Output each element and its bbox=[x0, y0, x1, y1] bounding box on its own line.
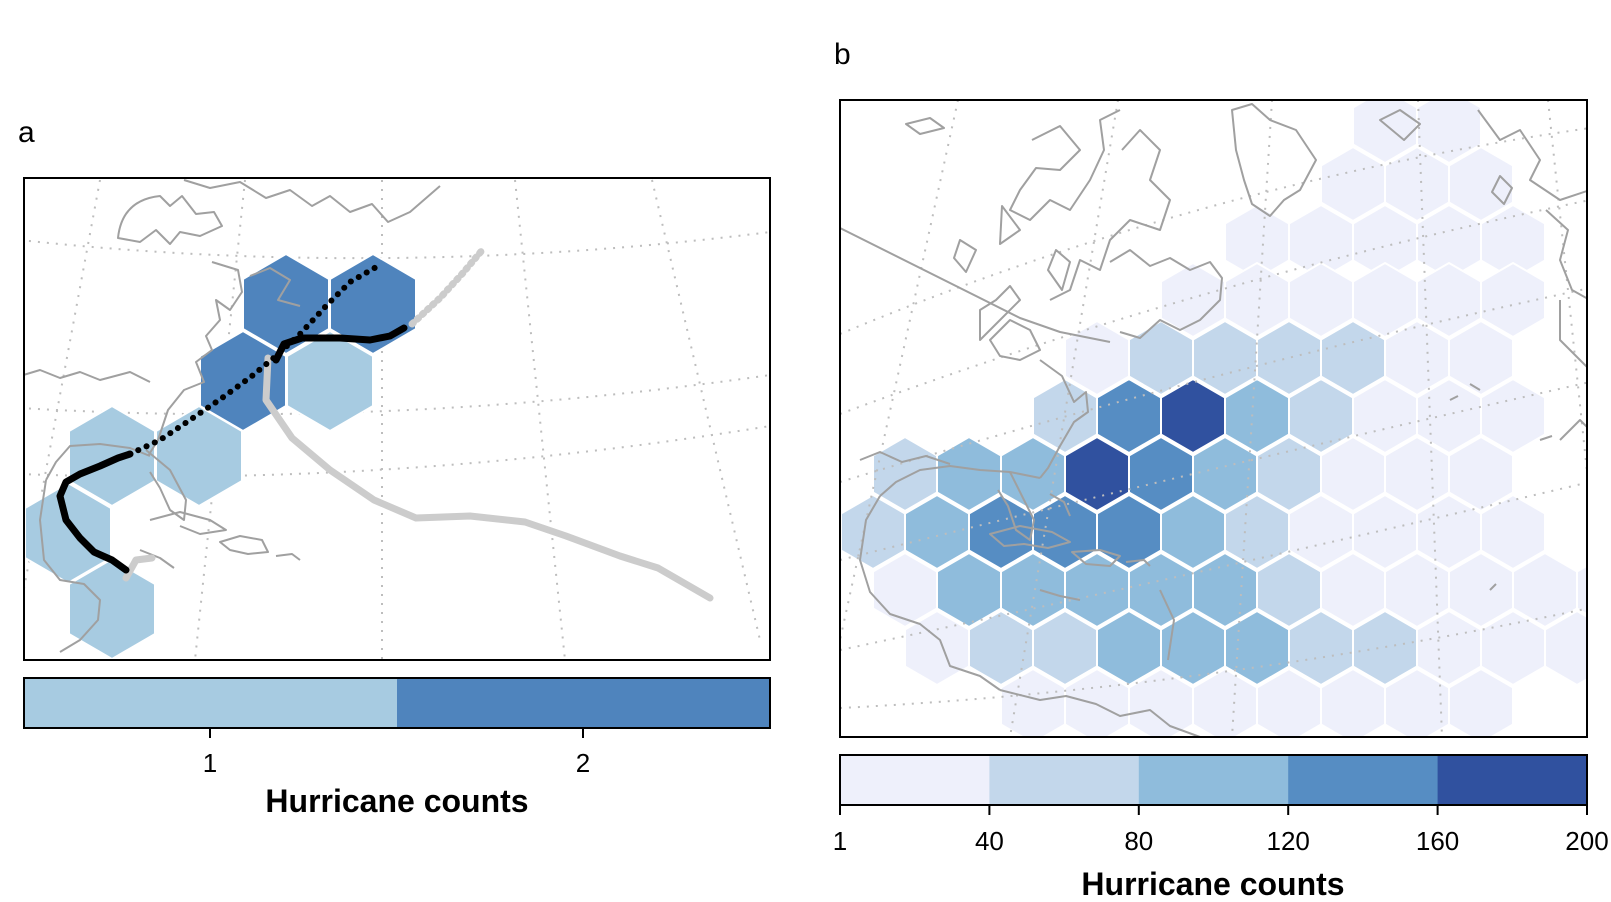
legend-tick-label: 120 bbox=[1267, 826, 1310, 856]
legend-swatch bbox=[1438, 755, 1588, 805]
legend-swatch bbox=[840, 755, 990, 805]
legend-tick-label: 2 bbox=[576, 748, 590, 778]
legend-title: Hurricane counts bbox=[265, 783, 528, 819]
legend-swatches bbox=[840, 755, 1588, 805]
legend-swatch bbox=[1288, 755, 1438, 805]
panel-b-label: b bbox=[834, 38, 851, 71]
legend-tick-label: 200 bbox=[1565, 826, 1608, 856]
legend-tick-label: 40 bbox=[975, 826, 1004, 856]
legend-swatch bbox=[1139, 755, 1289, 805]
panel-a-label: a bbox=[18, 116, 35, 149]
legend-tick-label: 1 bbox=[203, 748, 217, 778]
legend-swatch bbox=[397, 678, 770, 728]
legend-tick-label: 160 bbox=[1416, 826, 1459, 856]
panel-b-legend: 1 40 80 120 160 200 Hurricane counts bbox=[833, 755, 1609, 902]
panel-a-hex-layer bbox=[25, 254, 416, 659]
panel-b-map bbox=[840, 89, 1611, 743]
panel-a-legend: 1 2 Hurricane counts bbox=[24, 678, 770, 819]
legend-swatch bbox=[989, 755, 1139, 805]
panel-b: b bbox=[833, 38, 1611, 902]
legend-ticks: 1 40 80 120 160 200 bbox=[833, 805, 1609, 856]
legend-title: Hurricane counts bbox=[1081, 866, 1344, 902]
panel-a: a bbox=[18, 116, 770, 819]
track-grey-north bbox=[412, 248, 484, 324]
legend-swatch bbox=[24, 678, 397, 728]
panel-a-map bbox=[20, 180, 770, 660]
legend-tick-label: 80 bbox=[1124, 826, 1153, 856]
legend-tick-label: 1 bbox=[833, 826, 847, 856]
